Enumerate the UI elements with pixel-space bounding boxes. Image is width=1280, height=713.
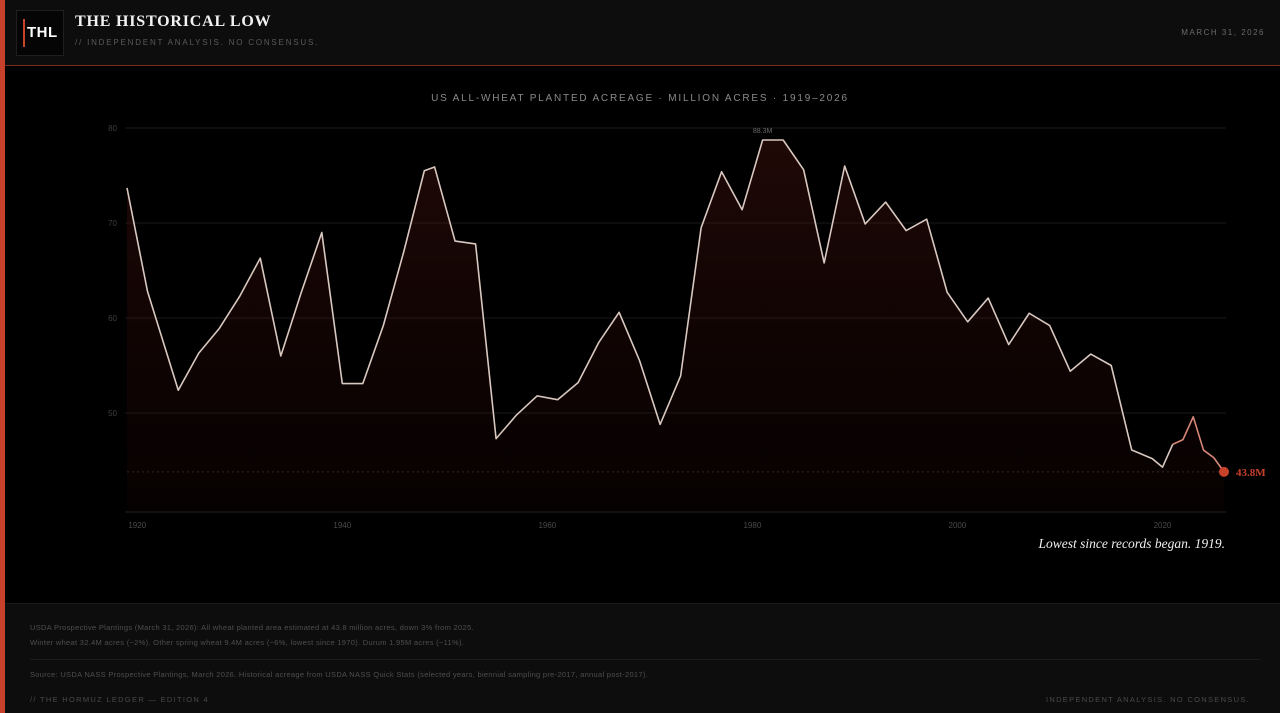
data-point-1955 (495, 437, 497, 439)
x-tick-label: 1920 (128, 521, 146, 530)
data-point-1987 (823, 262, 825, 264)
data-point-1959 (536, 395, 538, 397)
data-point-1951 (454, 240, 456, 242)
data-point-1971 (659, 423, 661, 425)
data-point-2011 (1069, 370, 1071, 372)
data-point-1981 (761, 139, 763, 141)
axis-labels: 50 60 70 80 1920 1940 1960 1980 2000 2020 (108, 124, 1172, 530)
brand-title[interactable]: THE HISTORICAL LOW (75, 13, 272, 30)
data-point-1963 (577, 381, 579, 383)
data-point-1946 (403, 250, 405, 252)
data-point-1975 (700, 227, 702, 229)
footer-edition: // THE HORMUZ LEDGER — EDITION 4 (30, 695, 209, 704)
data-point-2013 (1090, 353, 1092, 355)
data-point-1940 (341, 382, 343, 384)
data-point-1921 (146, 290, 148, 292)
footer-tagline: INDEPENDENT ANALYSIS. NO CONSENSUS. (1045, 695, 1250, 704)
data-point-1953 (474, 243, 476, 245)
data-point-2024 (1202, 449, 1204, 451)
data-point-2015 (1110, 364, 1112, 366)
y-tick-label: 80 (108, 124, 117, 133)
data-point-1942 (362, 382, 364, 384)
data-point-1926 (198, 352, 200, 354)
x-tick-label: 1960 (538, 521, 556, 530)
data-point-1977 (720, 171, 722, 173)
footer-summary-line-1: USDA Prospective Plantings (March 31, 20… (30, 623, 474, 632)
data-point-2003 (987, 297, 989, 299)
x-tick-label: 1980 (743, 521, 761, 530)
latest-value-label: 43.8M (1236, 467, 1266, 479)
data-point-2019 (1151, 457, 1153, 459)
header: THL THE HISTORICAL LOW // INDEPENDENT AN… (5, 0, 1280, 66)
data-point-1924 (177, 389, 179, 391)
latest-value-marker (1219, 466, 1229, 477)
data-point-1928 (218, 327, 220, 329)
series-line (126, 139, 1174, 468)
data-point-2009 (1049, 324, 1051, 326)
peak-label: 88.3M (753, 128, 773, 135)
data-point-1932 (259, 257, 261, 259)
data-point-1969 (638, 360, 640, 362)
data-point-1919 (126, 187, 128, 189)
series-area (127, 140, 1224, 512)
data-point-1949 (433, 166, 435, 168)
footer-source: Source: USDA NASS Prospective Plantings,… (30, 670, 649, 679)
publication-date: MARCH 31, 2026 (1181, 28, 1265, 37)
data-point-1991 (864, 223, 866, 225)
footer-summary-line-2: Winter wheat 32.4M acres (−2%). Other sp… (30, 638, 465, 647)
data-point-1997 (925, 218, 927, 220)
chart-note: Lowest since records began. 1919. (1038, 536, 1225, 551)
brand-tagline: // INDEPENDENT ANALYSIS. NO CONSENSUS. (75, 38, 320, 47)
data-point-1957 (515, 414, 517, 416)
accent-bar (0, 0, 5, 713)
data-point-2022 (1182, 438, 1184, 440)
data-point-1995 (905, 229, 907, 231)
series-line-recent (1172, 415, 1225, 473)
annotations: 88.3M 43.8M (753, 128, 1266, 479)
data-point-1934 (280, 355, 282, 357)
data-point-1930 (239, 295, 241, 297)
data-point-1999 (946, 291, 948, 293)
data-point-2025 (1213, 456, 1215, 458)
brand-logo[interactable]: THL (16, 10, 64, 56)
data-point-2021 (1172, 443, 1174, 445)
data-point-2020 (1161, 466, 1163, 468)
data-point-1993 (884, 201, 886, 203)
chart-title: US ALL-WHEAT PLANTED ACREAGE · MILLION A… (431, 93, 849, 104)
y-tick-label: 70 (108, 219, 117, 228)
data-point-1961 (556, 399, 558, 401)
footer-divider (30, 659, 1260, 660)
series-line-group (126, 139, 1225, 473)
data-point-1983 (782, 139, 784, 141)
data-point-2017 (1131, 449, 1133, 451)
footer: USDA Prospective Plantings (March 31, 20… (5, 603, 1280, 713)
data-point-1973 (679, 375, 681, 377)
data-point-1965 (597, 342, 599, 344)
data-point-1936 (300, 291, 302, 293)
data-point-1938 (321, 231, 323, 233)
data-point-1979 (741, 209, 743, 211)
logo-accent-stroke (23, 19, 25, 47)
data-point-2007 (1028, 312, 1030, 314)
data-point-1989 (843, 165, 845, 167)
y-tick-label: 50 (108, 409, 117, 418)
data-point-2001 (966, 321, 968, 323)
data-point-2023 (1192, 416, 1194, 418)
data-point-1944 (382, 324, 384, 326)
x-tick-label: 2020 (1154, 521, 1172, 530)
y-tick-label: 60 (108, 314, 117, 323)
data-point-1948 (423, 170, 425, 172)
x-tick-label: 2000 (949, 521, 967, 530)
data-point-1985 (802, 169, 804, 171)
data-point-2005 (1008, 343, 1010, 345)
data-point-1967 (618, 311, 620, 313)
x-tick-label: 1940 (333, 521, 351, 530)
series-area-fill (127, 140, 1224, 512)
logo-text: THL (27, 24, 58, 41)
